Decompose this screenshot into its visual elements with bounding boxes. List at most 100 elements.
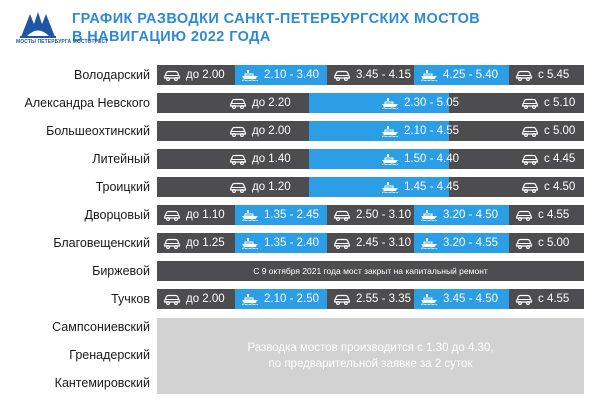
open-period-segment: 3.45 - 4.50 bbox=[414, 289, 509, 309]
closed-period-segment: с 5.45 bbox=[509, 65, 584, 85]
open-period-segment: 2.10 - 2.50 bbox=[235, 289, 327, 309]
time-range: 2.50 - 3.10 bbox=[356, 209, 411, 221]
time-range: до 1.20 bbox=[252, 181, 291, 193]
car-icon bbox=[163, 210, 181, 221]
time-range: до 2.20 bbox=[252, 97, 291, 109]
open-period-segment: 1.35 - 2.40 bbox=[235, 233, 327, 253]
closed-period-segment: 2.55 - 3.35 bbox=[327, 289, 414, 309]
closed-period-segment: с 5.00 bbox=[449, 121, 584, 141]
time-range: до 1.10 bbox=[186, 209, 225, 221]
time-range: с 4.45 bbox=[544, 153, 576, 165]
logo-caption: МОСТЫ ПЕТЕРБУРГА МОСТОТРЕСТ bbox=[16, 39, 109, 45]
open-period-segment: 4.25 - 5.40 bbox=[414, 65, 509, 85]
schedule-bar: до 2.00 2.10 - 4.55 с 5.00 bbox=[157, 121, 584, 141]
car-icon bbox=[229, 154, 247, 165]
bridge-row: Благовещенский до 1.25 1.35 - 2.40 2.45 - 3… bbox=[0, 233, 600, 253]
on-request-panel: Разводка мостов производится с 1.30 до 4… bbox=[157, 318, 584, 394]
bridge-name: Володарский bbox=[73, 68, 150, 82]
time-range: с 4.50 bbox=[544, 181, 576, 193]
ship-icon bbox=[381, 182, 399, 193]
closed-period-segment: с 5.00 bbox=[509, 233, 584, 253]
car-icon bbox=[163, 70, 181, 81]
bridge-name-sampsonievsky: Сампсониевский bbox=[52, 320, 150, 334]
schedule-bar: до 2.20 2.30 - 5.05 с 5.10 bbox=[157, 93, 584, 113]
ship-icon bbox=[420, 238, 438, 249]
car-icon bbox=[521, 154, 539, 165]
bridge-name: Биржевой bbox=[92, 264, 150, 278]
ship-icon bbox=[241, 70, 259, 81]
car-icon bbox=[163, 238, 181, 249]
time-range: 3.45 - 4.15 bbox=[356, 69, 411, 81]
bridge-name: Литейный bbox=[92, 152, 150, 166]
schedule-bar: С 9 октября 2021 года мост закрыт на кап… bbox=[157, 261, 584, 281]
car-icon bbox=[515, 294, 533, 305]
bridge-row: Александра Невского до 2.20 2.30 - 5.05 с 5… bbox=[0, 93, 600, 113]
time-range: 2.10 - 4.55 bbox=[404, 125, 459, 137]
time-range: 1.35 - 2.40 bbox=[264, 237, 319, 249]
ship-icon bbox=[420, 210, 438, 221]
bridge-name: Большеохтинский bbox=[46, 124, 150, 138]
closed-period-segment: до 2.00 bbox=[157, 121, 309, 141]
bridge-row: Биржевой С 9 октября 2021 года мост закры… bbox=[0, 261, 600, 281]
bridge-row: Литейный до 1.40 1.50 - 4.40 с 4.45 bbox=[0, 149, 600, 169]
closed-period-segment: с 5.10 bbox=[449, 93, 584, 113]
time-range: 2.10 - 2.50 bbox=[264, 293, 319, 305]
schedule-bar: до 1.10 1.35 - 2.45 2.50 - 3.10 3.20 - 4.50… bbox=[157, 205, 584, 225]
schedule-bar: до 1.25 1.35 - 2.40 2.45 - 3.10 3.20 - 4.55… bbox=[157, 233, 584, 253]
open-period-segment: 2.10 - 3.40 bbox=[235, 65, 327, 85]
time-range: с 5.00 bbox=[538, 237, 570, 249]
closed-period-segment: до 1.20 bbox=[157, 177, 309, 197]
time-range: до 2.00 bbox=[186, 69, 225, 81]
car-icon bbox=[521, 182, 539, 193]
title-line-1: ГРАФИК РАЗВОДКИ САНКТ-ПЕТЕРБУРГСКИХ МОСТ… bbox=[72, 11, 481, 27]
schedule-bar: до 1.20 1.45 - 4.45 с 4.50 bbox=[157, 177, 584, 197]
ship-icon bbox=[420, 70, 438, 81]
on-request-line-2: по предварительной заявке за 2 суток bbox=[268, 358, 473, 370]
open-period-segment: 3.20 - 4.55 bbox=[414, 233, 509, 253]
car-icon bbox=[333, 238, 351, 249]
open-period-segment: 2.10 - 4.55 bbox=[309, 121, 459, 141]
closed-period-segment: с 4.55 bbox=[509, 205, 584, 225]
car-icon bbox=[515, 238, 533, 249]
time-range: 3.45 - 4.50 bbox=[443, 293, 498, 305]
time-range: 2.10 - 3.40 bbox=[264, 69, 319, 81]
closed-period-segment: до 2.00 bbox=[157, 289, 235, 309]
bridge-row: Троицкий до 1.20 1.45 - 4.45 с 4.50 bbox=[0, 177, 600, 197]
mostotrest-logo: МОСТЫ ПЕТЕРБУРГА МОСТОТРЕСТ bbox=[16, 10, 108, 46]
car-icon bbox=[515, 210, 533, 221]
closed-period-segment: 3.45 - 4.15 bbox=[327, 65, 414, 85]
closed-period-segment: до 2.20 bbox=[157, 93, 309, 113]
car-icon bbox=[229, 126, 247, 137]
time-range: 2.55 - 3.35 bbox=[356, 293, 411, 305]
closed-period-segment: 2.50 - 3.10 bbox=[327, 205, 414, 225]
bridge-name-grenadersky: Гренадерский bbox=[69, 348, 150, 362]
schedule-bar: до 1.40 1.50 - 4.40 с 4.45 bbox=[157, 149, 584, 169]
time-range: 2.45 - 3.10 bbox=[356, 237, 411, 249]
bridge-name: Троицкий bbox=[95, 180, 150, 194]
time-range: с 5.10 bbox=[544, 97, 576, 109]
time-range: с 5.45 bbox=[538, 69, 570, 81]
car-icon bbox=[521, 126, 539, 137]
ship-icon bbox=[381, 98, 399, 109]
time-range: с 4.55 bbox=[538, 293, 570, 305]
bridge-name: Благовещенский bbox=[53, 236, 150, 250]
time-range: 1.50 - 4.40 bbox=[404, 153, 459, 165]
schedule-bar: до 2.00 2.10 - 2.50 2.55 - 3.35 3.45 - 4.50… bbox=[157, 289, 584, 309]
closed-period-segment: с 4.55 bbox=[509, 289, 584, 309]
time-range: 3.20 - 4.55 bbox=[443, 237, 498, 249]
open-period-segment: 2.30 - 5.05 bbox=[309, 93, 459, 113]
schedule-bar: до 2.00 2.10 - 3.40 3.45 - 4.15 4.25 - 5.40… bbox=[157, 65, 584, 85]
time-range: до 2.00 bbox=[252, 125, 291, 137]
ship-icon bbox=[420, 294, 438, 305]
bridge-row: Большеохтинский до 2.00 2.10 - 4.55 с 5.00 bbox=[0, 121, 600, 141]
bridge-name-kantemirovsky: Кантемировский bbox=[54, 376, 150, 390]
car-icon bbox=[515, 70, 533, 81]
time-range: до 1.25 bbox=[186, 237, 225, 249]
bridge-name: Тучков bbox=[111, 292, 150, 306]
ship-icon bbox=[241, 238, 259, 249]
bridge-row: Володарский до 2.00 2.10 - 3.40 3.45 - 4.15… bbox=[0, 65, 600, 85]
on-request-line-1: Разводка мостов производится с 1.30 до 4… bbox=[247, 342, 494, 354]
closed-period-segment: до 1.40 bbox=[157, 149, 309, 169]
time-range: до 1.40 bbox=[252, 153, 291, 165]
closed-period-segment: 2.45 - 3.10 bbox=[327, 233, 414, 253]
